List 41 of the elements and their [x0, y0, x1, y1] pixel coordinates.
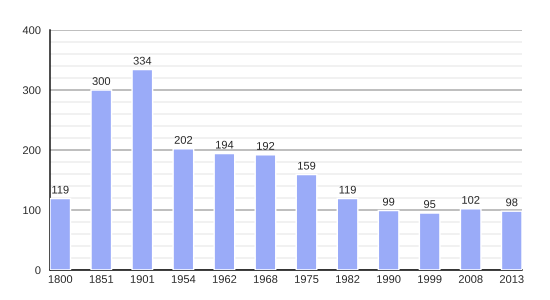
bar	[90, 89, 112, 270]
bar	[336, 198, 359, 270]
y-tick-label: 200	[22, 146, 41, 154]
x-tick-label: 1999	[418, 275, 442, 284]
x-tick-label: 1968	[254, 275, 278, 284]
x-tick-label: 1901	[130, 275, 154, 284]
x-tick-label: 1851	[90, 275, 114, 284]
data-label: 202	[174, 136, 192, 144]
bar	[213, 152, 236, 270]
x-tick-label: 1962	[212, 275, 236, 284]
y-tick-label: 100	[23, 206, 41, 214]
bar	[418, 212, 441, 270]
bar	[131, 68, 154, 270]
data-label: 194	[216, 140, 234, 149]
data-label: 334	[134, 56, 152, 65]
data-label: 98	[506, 198, 518, 206]
y-tick-label: 0	[35, 266, 41, 274]
x-tick-label: 1975	[295, 275, 318, 284]
data-label: 159	[298, 162, 316, 170]
bar	[460, 208, 482, 270]
data-label: 119	[340, 186, 356, 194]
x-tick-label: 1954	[172, 275, 196, 284]
x-tick-label: 2008	[458, 275, 483, 284]
x-tick-label: 2013	[500, 275, 524, 284]
bar	[50, 198, 72, 270]
data-label: 95	[424, 200, 436, 208]
bar	[172, 148, 194, 270]
data-label: 192	[257, 142, 274, 150]
data-label: 119	[52, 186, 69, 194]
y-tick-label: 400	[22, 26, 41, 34]
x-tick-label: 1982	[336, 275, 360, 284]
data-label: 99	[382, 198, 394, 206]
x-tick-label: 1990	[377, 275, 401, 284]
bar	[296, 174, 318, 270]
bar	[500, 210, 522, 270]
x-tick-label: 1800	[48, 275, 72, 284]
bar	[254, 154, 276, 270]
y-tick-label: 300	[22, 86, 41, 94]
data-label: 102	[462, 196, 480, 204]
bar	[378, 210, 400, 270]
data-label: 300	[92, 77, 110, 86]
